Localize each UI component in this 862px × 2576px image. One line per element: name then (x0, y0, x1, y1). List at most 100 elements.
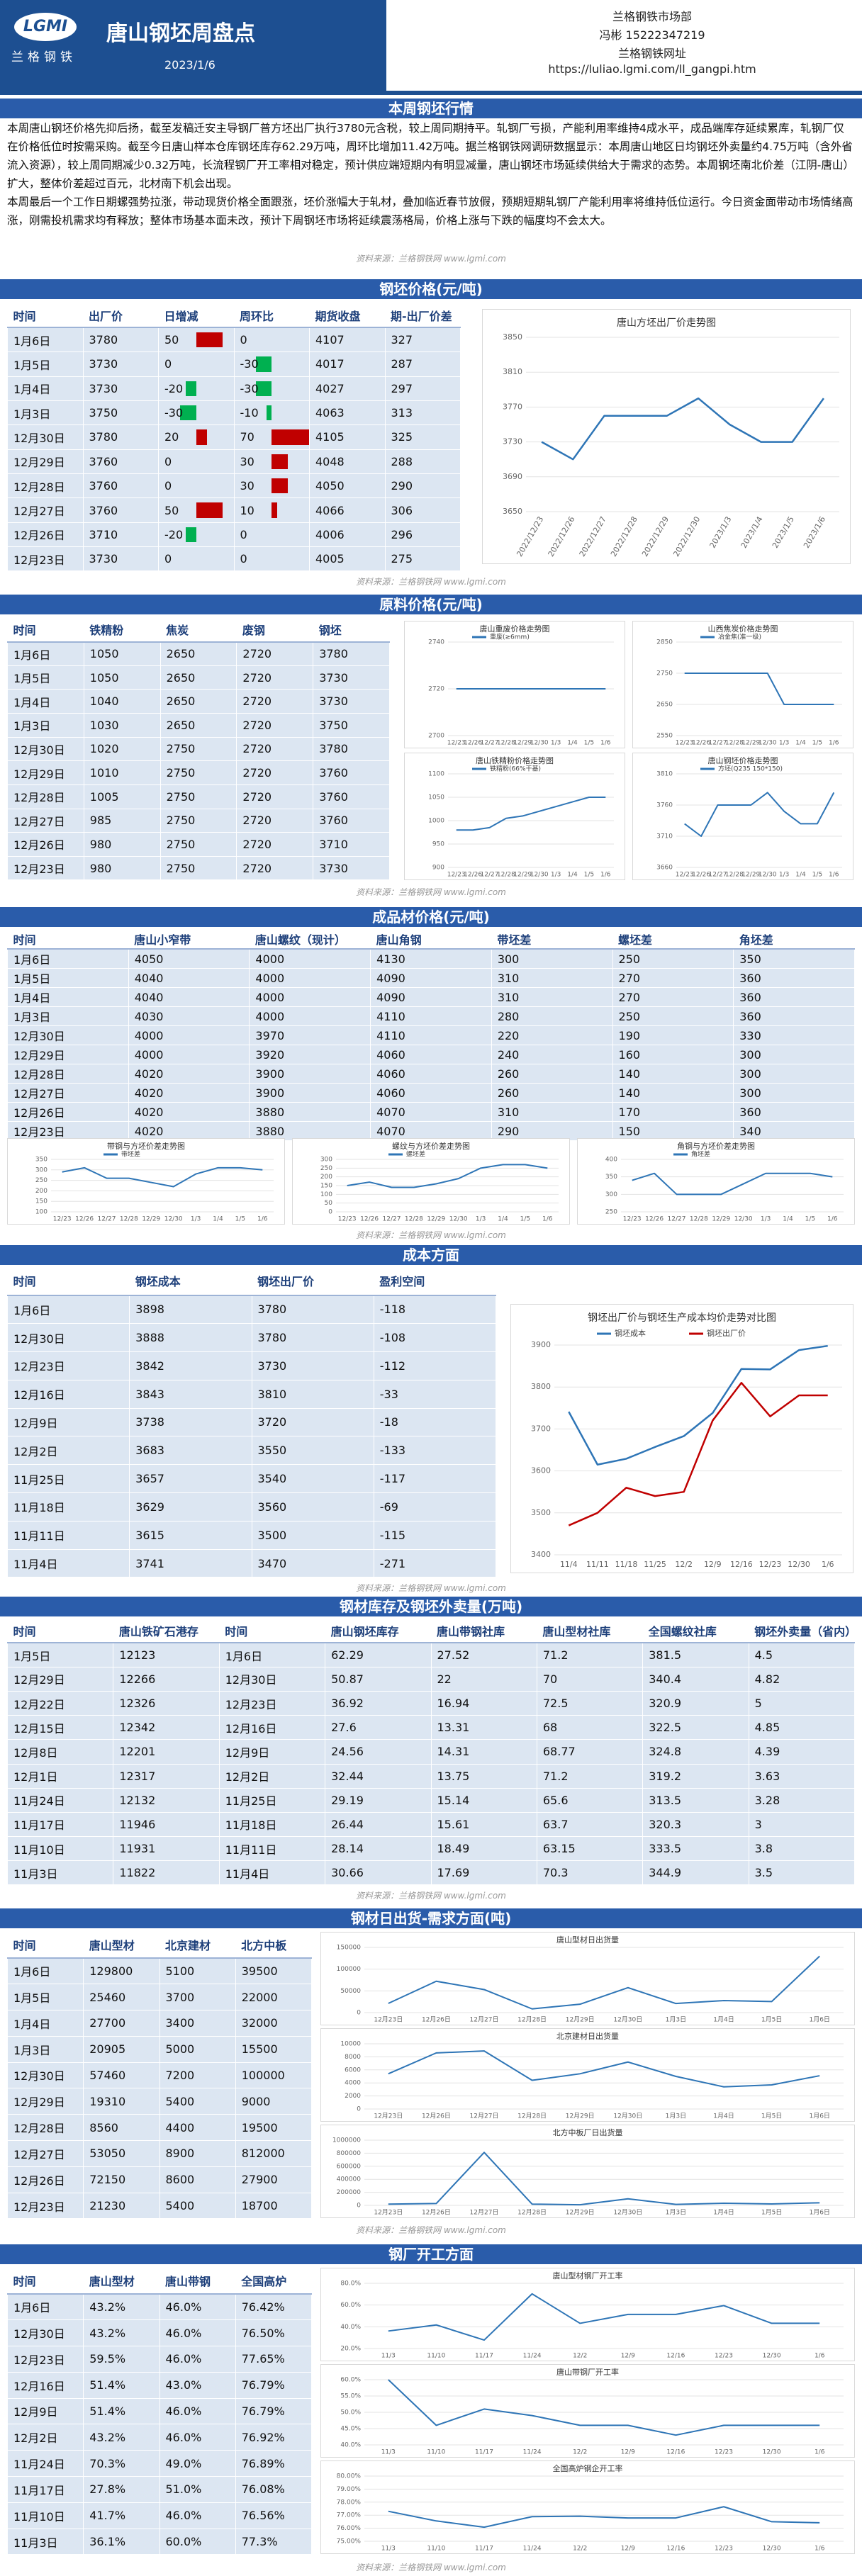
x-tick-label: 12/9 (621, 2546, 635, 2553)
column-header: 废钢 (236, 618, 313, 643)
table-cell: 170 (612, 1102, 734, 1122)
table-cell: 12月26日 (6, 2166, 84, 2193)
x-tick-label: 12月27日 (470, 2209, 499, 2217)
x-tick-label: 1/6 (822, 1560, 834, 1569)
table-row: 11月10日 11931 11月11日 28.14 18.49 63.15 333.5 3.8 (6, 1836, 856, 1862)
x-tick-label: 12/23 (447, 872, 466, 879)
table-row: 12月30日 1020 2750 2720 3780 (7, 736, 390, 762)
table-cell: 41.7% (83, 2502, 160, 2529)
line-chart: 唐山型材钢厂开工率 20.0% 40.0% 60.0% 80.0% 11/3 11/10 11… (320, 2268, 855, 2361)
column-header: 时间 (7, 930, 129, 950)
x-tick-label: 1/3 (779, 740, 789, 747)
table-row: 1月3日 1030 2650 2720 3750 (7, 713, 390, 738)
table-cell: 51.4% (83, 2371, 160, 2399)
table-row: 12月8日 12201 12月9日 24.56 14.31 68.77 324.8 4.39 (6, 1739, 856, 1765)
table-cell: 3750 (313, 713, 390, 738)
table-row: 12月30日 57460 7200 100000 (6, 2062, 313, 2089)
table-cell: 11月17日 (6, 1811, 114, 1838)
table-cell: 4070 (370, 1121, 492, 1141)
table-cell: 30.66 (325, 1860, 432, 1886)
table-cell: 12月29日 (7, 449, 84, 475)
line-chart: 全国高炉钢企开工率 75.00% 76.00% 77.00% 78.00% 79.00% 8… (320, 2460, 855, 2554)
table-cell: 319.2 (642, 1763, 749, 1789)
x-tick-label: 1月3日 (666, 2113, 686, 2120)
table-cell: 322.5 (642, 1715, 749, 1740)
table-cell: 4005 (309, 546, 386, 572)
y-tick-label: 3800 (531, 1382, 551, 1391)
x-tick-label: 1/5 (584, 872, 594, 879)
bar-cell: 0 (158, 546, 235, 572)
x-tick-label: 12月27日 (470, 2016, 499, 2024)
table-cell: 12月26日 (7, 832, 84, 857)
cell-value: 20 (164, 430, 179, 444)
y-tick-label: 600000 (337, 2163, 362, 2170)
table-cell: 12月2日 (218, 1763, 326, 1789)
table-cell: 11月10日 (6, 2502, 84, 2529)
table-cell: 27900 (235, 2166, 313, 2193)
x-tick-label: 12/2 (573, 2546, 587, 2553)
table-cell: 1040 (83, 689, 161, 714)
table-cell: 4048 (309, 449, 386, 475)
table-cell: 3550 (251, 1436, 374, 1466)
y-tick-label: 250 (320, 1165, 332, 1172)
chart-title: 唐山铁精粉价格走势图 (476, 755, 554, 765)
legend-label: 钢坯成本 (615, 1328, 646, 1338)
x-tick-label: 11/24 (523, 2353, 542, 2360)
table-cell: 20905 (83, 2035, 160, 2063)
table-cell: 3720 (251, 1407, 374, 1437)
table-cell: 4.39 (748, 1739, 856, 1765)
table-cell: -133 (373, 1436, 497, 1466)
table-cell: 11931 (113, 1836, 220, 1862)
table-cell: 3738 (129, 1407, 252, 1437)
table-cell: 2720 (236, 736, 314, 762)
table-cell: 1月3日 (7, 400, 84, 426)
column-header: 时间 (7, 1619, 113, 1644)
table-cell: 324.8 (642, 1739, 749, 1765)
table-row: 11月17日 11946 11月18日 26.44 15.61 63.7 320.3 3 (6, 1811, 856, 1838)
y-tick-label: 3770 (503, 402, 522, 411)
table-cell: 2750 (159, 760, 237, 785)
x-tick-label: 1月5日 (761, 2016, 782, 2024)
x-tick-label: 12/26 (360, 1216, 379, 1223)
y-tick-label: 3900 (531, 1340, 551, 1349)
x-tick-label: 12/28 (497, 872, 515, 879)
line-chart: 角钢与方坯价差走势图 250 300 350 400 12/23 12/26 12/27 12/… (577, 1138, 855, 1225)
table-cell: 1020 (83, 736, 161, 762)
y-tick-label: 3500 (531, 1508, 551, 1517)
table-cell: 12月23日 (6, 2192, 84, 2220)
x-tick-label: 12/29 (142, 1216, 160, 1223)
table-cell: 296 (384, 522, 461, 548)
x-tick-label: 1/6 (815, 2353, 825, 2360)
table-cell: 77.65% (235, 2345, 313, 2373)
table-cell: 11946 (113, 1811, 220, 1838)
site-url[interactable]: https://luliao.lgmi.com/ll_gangpi.htm (548, 62, 756, 76)
table-row: 12月28日 8560 4400 19500 (6, 2114, 313, 2141)
table-cell: 2720 (236, 784, 314, 809)
table-cell: 12月1日 (6, 1763, 114, 1789)
table-cell: 288 (384, 449, 461, 475)
table-cell: 4.5 (748, 1642, 856, 1667)
table-row: 12月28日 1005 2750 2720 3760 (7, 784, 390, 809)
table-cell: 1月5日 (7, 351, 84, 377)
bar-cell: 10 (233, 497, 310, 523)
table-cell: 68 (536, 1715, 644, 1740)
table-cell: 290 (384, 473, 461, 499)
x-tick-label: 11/4 (560, 1560, 578, 1569)
y-tick-label: 1100 (428, 771, 444, 778)
column-header: 唐山铁矿石港存 (113, 1619, 220, 1644)
chart-title: 全国高炉钢企开工率 (553, 2463, 623, 2473)
table-cell: 76.08% (235, 2476, 313, 2503)
x-tick-label: 12月23日 (374, 2016, 403, 2024)
y-tick-label: 76.00% (337, 2525, 362, 2532)
line-chart: 北方中板厂日出货量 0 200000 400000 600000 800000 100000… (320, 2125, 855, 2218)
cell-value: 50 (164, 333, 179, 347)
table-row: 12月26日 3710 -20 0 4006 296 (7, 522, 461, 548)
line-chart: 唐山铁精粉价格走势图90095010001050110012/2312/2612… (404, 753, 625, 880)
table-cell: 12月23日 (218, 1691, 326, 1716)
x-tick-label: 1月6日 (809, 2016, 829, 2024)
table-cell: 3710 (313, 832, 390, 857)
table-cell: 3730 (313, 665, 390, 690)
table-cell: 3730 (251, 1351, 374, 1380)
column-header: 唐山带钢社库 (431, 1619, 537, 1644)
table-cell: 11月4日 (218, 1860, 326, 1886)
